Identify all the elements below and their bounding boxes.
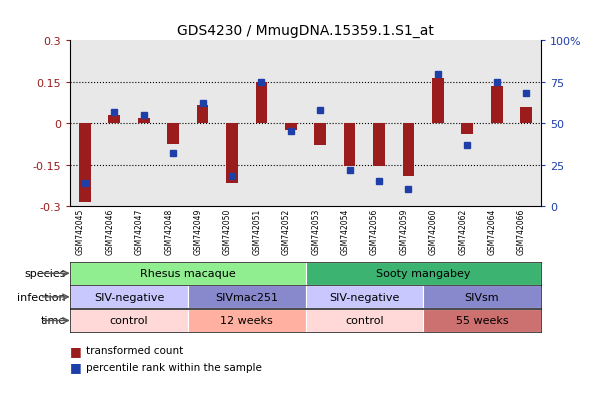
Text: SIV-negative: SIV-negative: [329, 292, 400, 302]
Bar: [306, 262, 541, 285]
Bar: [226, 124, 238, 183]
Bar: [491, 87, 502, 124]
Text: SIVsm: SIVsm: [464, 292, 499, 302]
Bar: [285, 124, 297, 131]
Text: GSM742048: GSM742048: [164, 209, 173, 255]
Text: GSM742047: GSM742047: [135, 209, 144, 255]
Text: GSM742052: GSM742052: [282, 209, 291, 255]
Bar: [461, 124, 473, 135]
Text: 12 weeks: 12 weeks: [221, 316, 273, 326]
Text: GSM742056: GSM742056: [370, 209, 379, 255]
Text: GSM742054: GSM742054: [340, 209, 349, 255]
Text: GSM742059: GSM742059: [400, 209, 408, 255]
Bar: [255, 83, 267, 124]
Bar: [109, 116, 120, 124]
Text: Rhesus macaque: Rhesus macaque: [140, 268, 236, 279]
Text: control: control: [110, 316, 148, 326]
Bar: [70, 262, 306, 285]
Bar: [306, 309, 423, 332]
Text: SIV-negative: SIV-negative: [94, 292, 164, 302]
Text: percentile rank within the sample: percentile rank within the sample: [86, 362, 262, 372]
Bar: [314, 124, 326, 146]
Bar: [344, 124, 356, 166]
Text: GSM742064: GSM742064: [488, 209, 497, 255]
Bar: [167, 124, 179, 145]
Text: GSM742045: GSM742045: [76, 209, 85, 255]
Text: SIVmac251: SIVmac251: [215, 292, 278, 302]
Text: control: control: [345, 316, 384, 326]
Text: GSM742060: GSM742060: [429, 209, 438, 255]
Text: ■: ■: [70, 344, 82, 357]
Bar: [188, 309, 306, 332]
Bar: [432, 78, 444, 124]
Bar: [70, 309, 188, 332]
Text: infection: infection: [17, 292, 65, 302]
Text: GSM742051: GSM742051: [252, 209, 262, 255]
Text: GSM742053: GSM742053: [311, 209, 320, 255]
Text: transformed count: transformed count: [86, 346, 183, 356]
Bar: [403, 124, 414, 176]
Text: time: time: [40, 316, 65, 326]
Bar: [197, 106, 208, 124]
Text: GSM742050: GSM742050: [223, 209, 232, 255]
Text: 55 weeks: 55 weeks: [456, 316, 508, 326]
Bar: [520, 107, 532, 124]
Text: GSM742062: GSM742062: [458, 209, 467, 255]
Bar: [423, 309, 541, 332]
Bar: [79, 124, 91, 202]
Bar: [70, 286, 188, 309]
Bar: [423, 286, 541, 309]
Text: Sooty mangabey: Sooty mangabey: [376, 268, 470, 279]
Bar: [373, 124, 385, 166]
Text: GSM742066: GSM742066: [517, 209, 526, 255]
Bar: [138, 119, 150, 124]
Text: ■: ■: [70, 361, 82, 374]
Text: GSM742046: GSM742046: [105, 209, 114, 255]
Text: GSM742049: GSM742049: [194, 209, 203, 255]
Bar: [306, 286, 423, 309]
Text: species: species: [24, 268, 65, 279]
Title: GDS4230 / MmugDNA.15359.1.S1_at: GDS4230 / MmugDNA.15359.1.S1_at: [177, 24, 434, 38]
Bar: [188, 286, 306, 309]
